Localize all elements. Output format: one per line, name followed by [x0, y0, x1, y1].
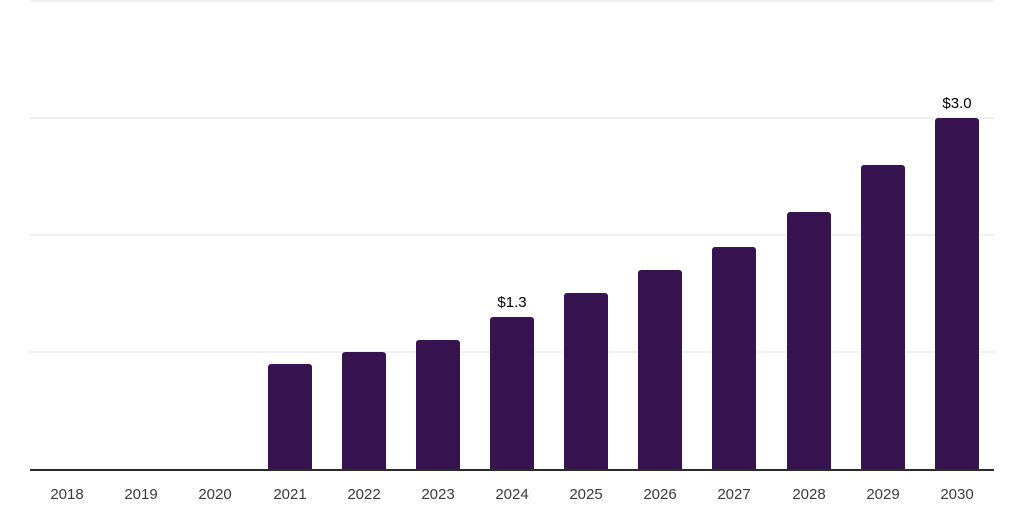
bar-2026[interactable]: [638, 270, 682, 469]
bar-2028[interactable]: [787, 212, 831, 469]
x-tick-label-2026: 2026: [643, 486, 677, 503]
x-tick-label-2030: 2030: [940, 486, 974, 503]
bar-2024[interactable]: [490, 317, 534, 469]
x-tick-label-2020: 2020: [198, 486, 232, 503]
x-tick-label-2022: 2022: [347, 486, 381, 503]
bar-2021[interactable]: [268, 364, 312, 469]
bar-value-label-2024: $1.3: [497, 294, 527, 311]
bar-value-label-2030: $3.0: [942, 95, 972, 112]
x-tick-label-2019: 2019: [124, 486, 158, 503]
x-tick-label-2018: 2018: [50, 486, 84, 503]
gridline: [30, 117, 994, 119]
bar-2025[interactable]: [564, 293, 608, 469]
x-tick-label-2021: 2021: [273, 486, 307, 503]
x-tick-label-2027: 2027: [717, 486, 751, 503]
bar-2023[interactable]: [416, 340, 460, 469]
x-tick-label-2024: 2024: [495, 486, 529, 503]
gridline: [30, 234, 994, 236]
x-tick-label-2028: 2028: [792, 486, 826, 503]
bar-2030[interactable]: [935, 118, 979, 469]
x-tick-label-2029: 2029: [866, 486, 900, 503]
x-tick-label-2023: 2023: [421, 486, 455, 503]
x-tick-label-2025: 2025: [569, 486, 603, 503]
bar-2022[interactable]: [342, 352, 386, 469]
gridline: [30, 0, 994, 2]
bar-2029[interactable]: [861, 165, 905, 469]
x-axis-line: [30, 469, 994, 471]
bar-2027[interactable]: [712, 247, 756, 469]
